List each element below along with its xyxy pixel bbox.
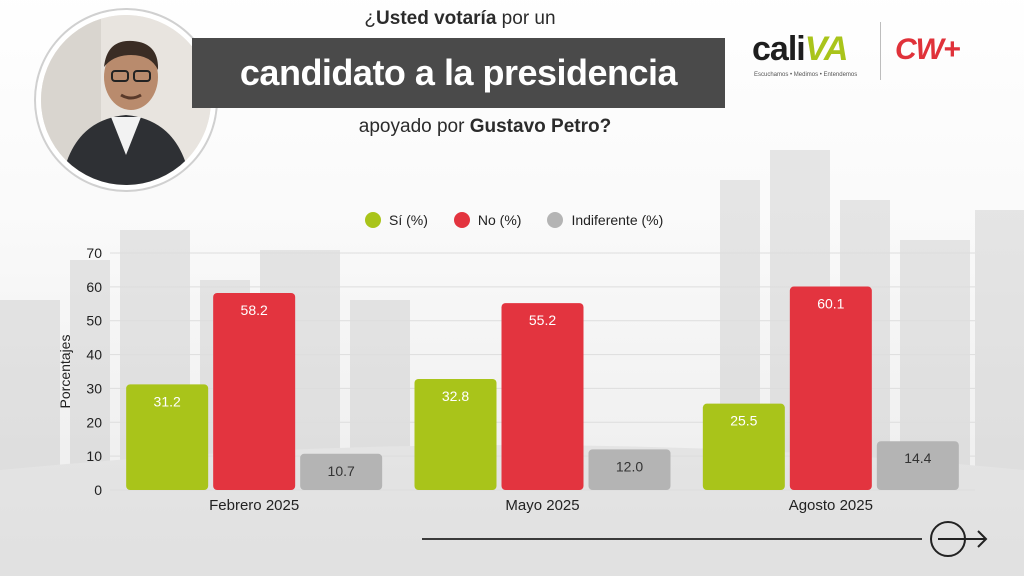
data-label: 55.2 [529, 312, 556, 328]
bar [876, 441, 959, 490]
bar [414, 378, 497, 490]
question-prefix: ¿ [364, 8, 377, 29]
bar [501, 303, 584, 490]
legend-label-si: Sí (%) [389, 212, 428, 228]
caliva-tagline: Escuchamos • Medimos • Entendemos [754, 72, 858, 78]
data-label: 25.5 [730, 413, 757, 429]
legend-swatch-si [365, 212, 381, 228]
y-tick-label: 50 [86, 313, 102, 329]
legend-label-no: No (%) [477, 212, 522, 228]
question-line-3: apoyado por Gustavo Petro? [270, 116, 700, 138]
legend-swatch-indiferente [547, 212, 564, 228]
y-tick-label: 40 [86, 347, 102, 363]
title-band-text: candidato a la presidencia [239, 52, 678, 93]
legend-swatch-no [453, 212, 470, 228]
y-tick-label: 20 [86, 414, 102, 430]
footer-line [422, 538, 922, 540]
question-rest: por un [496, 8, 556, 29]
caliva-word-a: cali [752, 30, 806, 68]
subtitle-bold: Gustavo Petro? [469, 116, 612, 137]
legend-label-indiferente: Indiferente (%) [571, 212, 664, 228]
data-label: 60.1 [817, 296, 844, 312]
bar [702, 403, 785, 490]
bar [789, 286, 872, 490]
data-label: 58.2 [241, 302, 268, 318]
caliva-word-b: VA [804, 30, 849, 68]
question-bold: Usted votaría [376, 8, 497, 29]
data-label: 32.8 [442, 388, 469, 404]
y-tick-label: 10 [86, 448, 102, 464]
title-band: candidato a la presidencia [192, 38, 725, 108]
bar [300, 453, 383, 490]
legend-item-indiferente: Indiferente (%) [547, 212, 663, 228]
y-tick-label: 30 [86, 380, 102, 396]
bar [213, 292, 296, 490]
bar [126, 384, 209, 490]
x-tick-label: Febrero 2025 [209, 497, 299, 514]
data-label: 14.4 [904, 450, 931, 466]
bar [588, 449, 671, 490]
subtitle-regular: apoyado por [358, 116, 470, 137]
data-label: 31.2 [154, 393, 181, 409]
logo-divider [880, 22, 881, 80]
legend-item-no: No (%) [453, 212, 522, 228]
y-axis-label: Porcentajes [57, 335, 73, 409]
data-label: 10.7 [328, 463, 355, 479]
chart-legend: Sí (%) No (%) Indiferente (%) [365, 212, 663, 228]
question-line-1: ¿Usted votaría por un [270, 8, 650, 30]
y-tick-label: 0 [94, 482, 102, 498]
x-tick-label: Mayo 2025 [505, 497, 579, 514]
data-label: 12.0 [616, 458, 643, 474]
x-tick-label: Agosto 2025 [789, 497, 873, 514]
legend-item-si: Sí (%) [365, 212, 428, 228]
caliva-logo: caliVA Escuchamos • Medimos • Entendemos [752, 30, 870, 84]
arrow-right-circle-icon[interactable] [928, 519, 990, 559]
y-tick-label: 70 [86, 245, 102, 261]
cw-logo: CW+ [895, 33, 960, 66]
y-tick-label: 60 [86, 279, 102, 295]
portrait-photo [36, 10, 216, 190]
